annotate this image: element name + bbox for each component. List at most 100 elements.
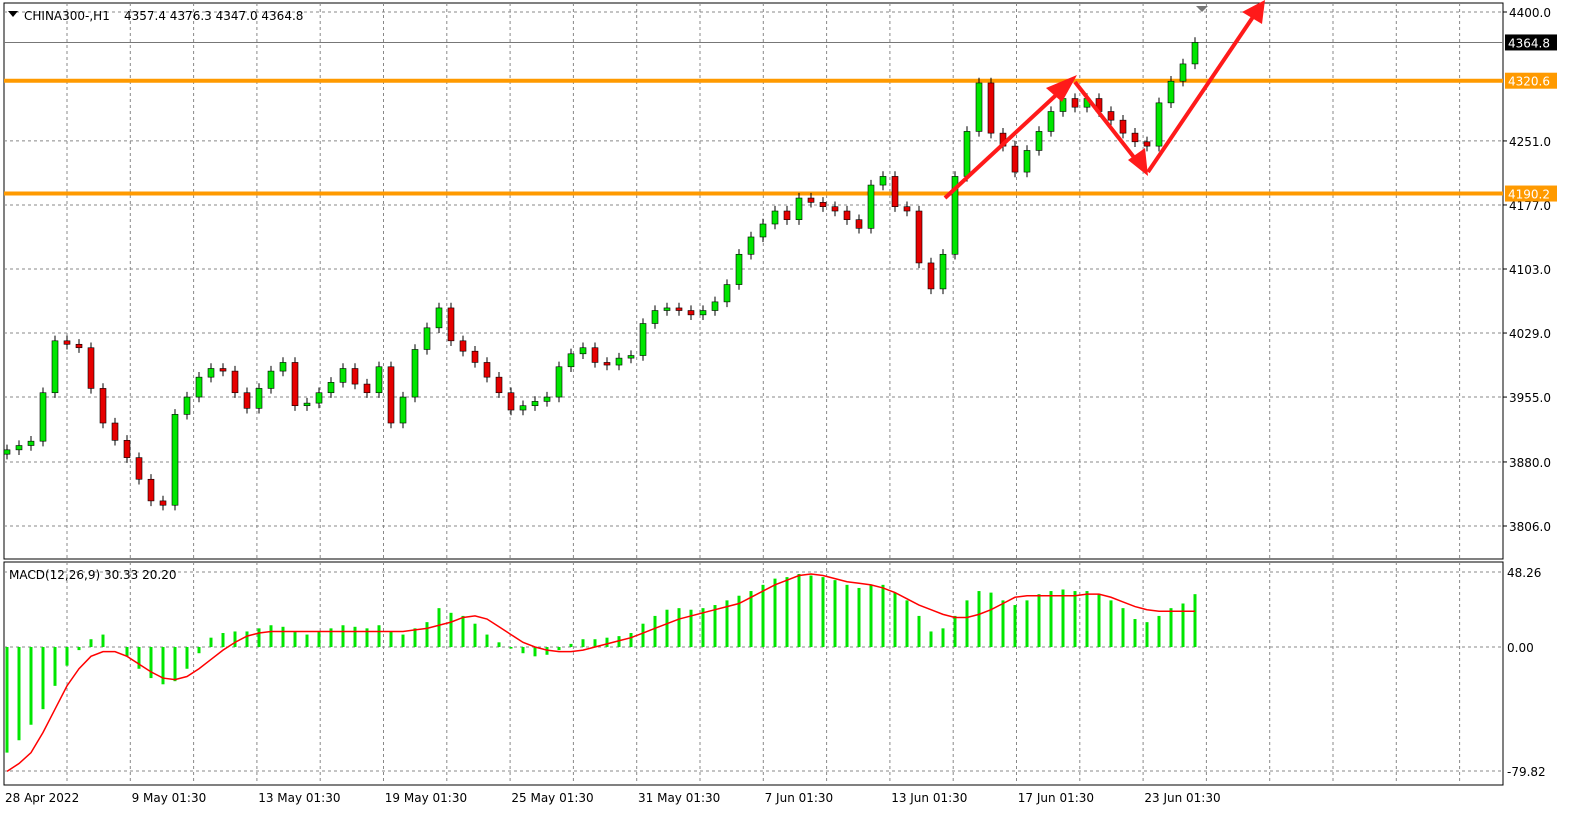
candle-bullish	[939, 253, 947, 290]
candle-bullish	[639, 323, 647, 356]
candle-bullish	[267, 370, 275, 389]
candle-bearish	[843, 210, 851, 220]
candle-bullish	[255, 388, 263, 409]
candle-bullish	[279, 362, 287, 372]
candle-bullish	[51, 340, 59, 394]
price-tick-label: 4251.0	[1509, 135, 1551, 149]
macd-label: MACD(12,26,9) 30.33 20.20	[9, 568, 176, 582]
time-tick-label: 23 Jun 01:30	[1144, 791, 1220, 805]
candle-bearish	[507, 392, 515, 411]
candle-bullish	[315, 392, 323, 404]
candle-bullish	[555, 366, 563, 398]
candle-bullish	[651, 310, 659, 324]
candle-bearish	[819, 202, 827, 207]
candle-bullish	[771, 210, 779, 225]
time-tick-label: 17 Jun 01:30	[1018, 791, 1094, 805]
candle-bearish	[687, 310, 695, 316]
candle-bullish	[735, 253, 743, 285]
level-label: 4320.6	[1508, 75, 1550, 89]
candle-bearish	[75, 343, 83, 349]
grid	[4, 3, 1503, 785]
candle-bearish	[987, 82, 995, 134]
candle-bullish	[615, 357, 623, 366]
levels[interactable]	[4, 78, 1503, 196]
macd-signal-line	[6, 573, 1195, 772]
candle-bullish	[39, 392, 47, 442]
time-tick-label: 25 May 01:30	[511, 791, 593, 805]
candle-bullish	[579, 347, 587, 355]
candle-bearish	[471, 350, 479, 363]
candle-bearish	[87, 347, 95, 389]
candle-bullish	[711, 301, 719, 311]
candle-bearish	[147, 478, 155, 502]
candle-bearish	[591, 347, 599, 363]
candle-bullish	[531, 401, 539, 407]
collapse-triangle-icon[interactable]	[8, 11, 18, 17]
candle-bearish	[675, 307, 683, 311]
candle-bullish	[747, 236, 755, 255]
macd-tick-label: 48.26	[1507, 566, 1541, 580]
candle-bullish	[699, 310, 707, 316]
arrow-up-1[interactable]	[943, 82, 1070, 200]
candle-bearish	[243, 392, 251, 409]
arrow-down[interactable]	[1073, 80, 1142, 167]
price-tick-label: 4103.0	[1509, 263, 1551, 277]
price-tick-label: 4177.0	[1509, 199, 1551, 213]
level-label: 4190.2	[1508, 188, 1550, 202]
level-badge	[1505, 185, 1557, 202]
candle-bullish	[435, 307, 443, 329]
candle-bullish	[411, 349, 419, 398]
candle-bearish	[351, 368, 359, 385]
candle-bearish	[1011, 145, 1019, 173]
candle-bearish	[1143, 141, 1151, 147]
candle-bearish	[99, 388, 107, 424]
candle-bullish	[723, 284, 731, 303]
time-tick-label: 31 May 01:30	[638, 791, 720, 805]
candle-bearish	[111, 422, 119, 441]
candle-bullish	[867, 184, 875, 229]
candle-bullish	[3, 449, 11, 455]
candle-bullish	[207, 368, 215, 378]
candle-bullish	[951, 176, 959, 255]
current-price-label: 4364.8	[1508, 36, 1550, 50]
candle-bearish	[783, 210, 791, 220]
candle-bearish	[831, 206, 839, 212]
time-tick-label: 13 Jun 01:30	[891, 791, 967, 805]
shift-marker-icon[interactable]	[1196, 6, 1208, 12]
candle-bearish	[231, 370, 239, 394]
candle-bullish	[663, 307, 671, 311]
candle-bearish	[63, 340, 71, 345]
candle-bearish	[459, 340, 467, 352]
macd	[5, 573, 1197, 772]
candle-bullish	[795, 197, 803, 220]
candle-bearish	[483, 362, 491, 378]
trend-arrows[interactable]	[943, 0, 1265, 200]
candle-bearish	[135, 457, 143, 480]
macd-tick-label: -79.82	[1507, 765, 1546, 779]
macd-tick-label: 0.00	[1507, 641, 1534, 655]
candle-bearish	[891, 176, 899, 207]
arrow-up-2[interactable]	[1146, 12, 1257, 174]
arrowhead-icon	[1128, 148, 1148, 176]
candle-bearish	[1071, 98, 1079, 108]
price-axis: 4400.0 4251.0 4177.0 4103.0 4029.0 3955.0 3880…	[1503, 6, 1557, 779]
symbol-title: CHINA300-,H1	[24, 9, 110, 23]
time-axis: 28 Apr 2022 9 May 01:30 13 May 01:30 19 May…	[5, 791, 1221, 805]
candle-bearish	[1107, 111, 1115, 121]
candle-bearish	[123, 440, 131, 458]
candle-bullish	[1023, 150, 1031, 173]
time-tick-label: 7 Jun 01:30	[765, 791, 834, 805]
candle-bullish	[183, 396, 191, 415]
candle-bearish	[387, 366, 395, 424]
main-chart-frame	[3, 2, 1504, 560]
time-tick-label: 13 May 01:30	[258, 791, 340, 805]
arrowhead-icon	[1242, 0, 1265, 24]
candle-bearish	[915, 210, 923, 264]
candle-bullish	[975, 82, 983, 132]
candle-bullish	[27, 440, 35, 446]
candle-bullish	[399, 396, 407, 424]
candle-bullish	[627, 355, 635, 359]
candle-bearish	[1119, 119, 1127, 134]
level-badge	[1505, 72, 1557, 89]
